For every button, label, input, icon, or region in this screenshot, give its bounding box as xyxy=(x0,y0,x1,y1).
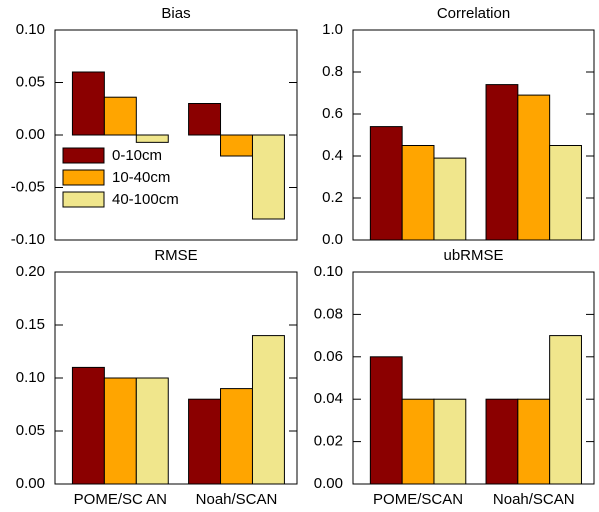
y-tick-label: 0.10 xyxy=(16,369,45,386)
bar xyxy=(103,96,137,136)
chart-title: RMSE xyxy=(154,247,197,264)
y-tick-label: 0.08 xyxy=(314,305,343,322)
bar xyxy=(433,157,467,241)
chart-title: ubRMSE xyxy=(443,247,503,264)
x-tick-label: POME/SC AN xyxy=(74,491,167,508)
y-tick-label: 1.0 xyxy=(322,21,343,38)
y-tick-label: 0.04 xyxy=(314,390,343,407)
legend-label: 40-100cm xyxy=(112,191,179,208)
bar xyxy=(485,84,519,241)
legend-swatch xyxy=(62,191,105,208)
y-tick-label: 0.05 xyxy=(16,422,45,439)
y-tick-label: 0.2 xyxy=(322,189,343,206)
chart-title: Bias xyxy=(161,5,190,22)
bar xyxy=(103,377,137,485)
bar xyxy=(251,134,285,220)
y-tick-label: 0.05 xyxy=(16,73,45,90)
legend-label: 10-40cm xyxy=(112,169,170,186)
bar xyxy=(220,388,253,485)
bar xyxy=(71,71,105,136)
y-tick-label: 0.20 xyxy=(16,263,45,280)
legend-swatch xyxy=(62,169,105,186)
bar xyxy=(188,398,222,485)
x-tick-label: POME/SCAN xyxy=(373,491,463,508)
bar xyxy=(517,398,551,485)
plot-frame xyxy=(54,271,298,485)
x-tick-label: Noah/SCAN xyxy=(196,491,278,508)
x-tick-label: Noah/SCAN xyxy=(493,491,575,508)
bar xyxy=(71,366,105,485)
bar xyxy=(549,145,582,241)
y-tick-label: 0.00 xyxy=(16,126,45,143)
chart-title: Correlation xyxy=(437,5,510,22)
bar xyxy=(220,134,253,157)
bar xyxy=(135,377,169,485)
y-tick-label: 0.00 xyxy=(314,475,343,492)
legend-swatch xyxy=(62,147,105,164)
bar xyxy=(517,94,551,241)
y-tick-label: 0.4 xyxy=(322,147,343,164)
bar xyxy=(549,335,582,485)
y-tick-label: 0.6 xyxy=(322,105,343,122)
plot-frame xyxy=(352,271,595,485)
y-tick-label: 0.02 xyxy=(314,433,343,450)
bar xyxy=(369,356,403,485)
bar xyxy=(135,134,169,143)
y-tick-label: 0.10 xyxy=(314,263,343,280)
bar xyxy=(485,398,519,485)
bar xyxy=(369,126,403,241)
plot-frame xyxy=(54,29,298,241)
legend-label: 0-10cm xyxy=(112,147,162,164)
bar xyxy=(251,335,285,485)
bar xyxy=(433,398,467,485)
bar xyxy=(401,398,435,485)
y-tick-label: 0.0 xyxy=(322,231,343,248)
y-tick-label: -0.05 xyxy=(11,178,45,195)
y-tick-label: 0.15 xyxy=(16,316,45,333)
y-tick-label: 0.8 xyxy=(322,63,343,80)
y-tick-label: 0.06 xyxy=(314,348,343,365)
y-tick-label: -0.10 xyxy=(11,231,45,248)
plot-frame xyxy=(352,29,595,241)
y-tick-label: 0.00 xyxy=(16,475,45,492)
bar xyxy=(401,145,435,241)
bar xyxy=(188,103,222,136)
y-tick-label: 0.10 xyxy=(16,21,45,38)
